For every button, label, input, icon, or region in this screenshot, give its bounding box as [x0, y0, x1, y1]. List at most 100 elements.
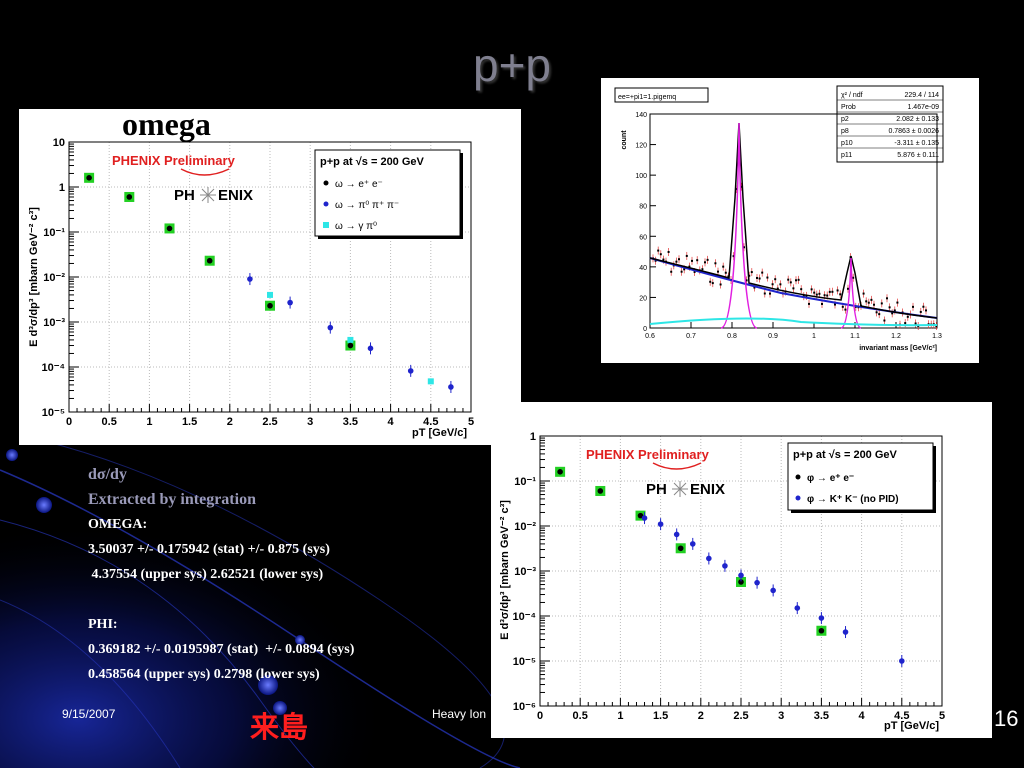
- omega-point-gpi: [427, 378, 434, 385]
- omega-xtick-label: 2: [227, 416, 233, 428]
- phi-point: [818, 615, 825, 621]
- phi-logo-right: ENIX: [690, 481, 725, 498]
- omega-point: [247, 276, 253, 282]
- fit-hist-point: [654, 259, 657, 262]
- omega-point-gpi: [347, 336, 354, 343]
- fit-hist-point: [717, 270, 719, 273]
- fit-ytick-label: 80: [639, 204, 647, 211]
- fit-xtick-label: 0.9: [768, 333, 778, 340]
- omega-xtick-label: 5: [468, 416, 474, 428]
- phi-xtick-label: 4: [859, 710, 866, 722]
- notes-dsigma-dy: dσ/dy: [88, 466, 127, 483]
- fit-ytick-label: 60: [639, 234, 647, 241]
- fit-ytick-label: 120: [635, 143, 647, 150]
- fit-stat-name: p2: [841, 116, 849, 123]
- fit-hist-point: [810, 288, 813, 291]
- fit-hist-point: [743, 246, 745, 249]
- fit-hist-point: [722, 265, 725, 268]
- omega-ytick-label: 10⁻²: [43, 272, 65, 284]
- fit-stat-name: p11: [841, 152, 852, 159]
- fit-hist-point: [797, 278, 800, 281]
- phi-point: [597, 488, 604, 494]
- phi-point: [754, 579, 760, 586]
- omega-xtick-label: 1: [146, 416, 152, 428]
- fit-hist-point: [925, 309, 927, 312]
- fit-hist-point: [776, 287, 779, 290]
- fit-hist-point: [779, 283, 782, 286]
- fit-hist-point: [831, 290, 834, 293]
- fit-hist-point: [919, 310, 922, 313]
- fit-hist-point: [836, 289, 839, 292]
- phi-point: [722, 563, 728, 569]
- fit-ytick-label: 140: [635, 112, 647, 119]
- fit-xtick-label: 1: [812, 333, 816, 340]
- fit-hist-point: [914, 322, 917, 325]
- omega-ytick-label: 1: [59, 182, 65, 194]
- fit-hist-point: [792, 287, 795, 290]
- fit-stat-value: 1.467e-09: [907, 104, 939, 111]
- fit-hist-point: [888, 306, 891, 309]
- fit-legend-tag: ee=+pi1=1.pigemq: [618, 94, 676, 101]
- omega-plot-panel: 0 0.5 1 1.5 2 2.5 3 3.5 4 4.5 5 10 1 10⁻¹ 10⁻² 10⁻³ 10⁻⁴…: [19, 109, 521, 445]
- phi-legend-ee: φ → e⁺ e⁻: [807, 473, 854, 484]
- phi-xlabel: pT [GeV/c]: [884, 720, 939, 732]
- omega-ylabel: E d³σ/dp³ [mbarn GeV⁻² c³]: [28, 207, 40, 347]
- fit-xtick-label: 1.1: [850, 333, 860, 340]
- fit-hist-point: [761, 271, 764, 274]
- phi-xtick-label: 5: [939, 710, 945, 722]
- fit-hist-point: [670, 270, 673, 273]
- fit-hist-point: [657, 249, 660, 252]
- fit-hist-point: [724, 271, 727, 274]
- phi-point: [677, 545, 684, 552]
- phi-legend-title: p+p at √s = 200 GeV: [793, 449, 898, 461]
- fit-hist-point: [758, 277, 761, 280]
- fit-hist-point: [763, 292, 766, 295]
- omega-point: [448, 384, 454, 390]
- phi-xtick-label: 1: [617, 710, 623, 722]
- fit-hist-point: [823, 294, 826, 297]
- omega-legend-marker-ee: [323, 180, 329, 186]
- phenix-star-icon: [672, 481, 688, 497]
- fit-omega-peak: [720, 122, 758, 329]
- fit-xtick-label: 0.6: [645, 333, 655, 340]
- phi-ytick-label: 10⁻¹: [514, 476, 536, 488]
- omega-point: [206, 257, 213, 264]
- omega-xtick-label: 0.5: [102, 416, 117, 428]
- fit-xlabel: invariant mass [GeV/c²]: [859, 345, 937, 352]
- phi-point: [641, 515, 648, 521]
- phi-point: [794, 605, 801, 611]
- fit-hist-point: [787, 278, 790, 281]
- fit-hist-point: [922, 305, 925, 308]
- phi-xtick-label: 2.5: [733, 710, 748, 722]
- fit-hist-point: [680, 270, 683, 273]
- fit-hist-point: [906, 315, 909, 318]
- fit-hist-point: [893, 309, 896, 312]
- phi-plot-panel: 0 0.5 1 1.5 2 2.5 3 3.5 4 4.5 5 1 10⁻¹ 10⁻² 10⁻³ 10⁻⁴ 10…: [491, 402, 992, 738]
- fit-stat-value: 2.082 ± 0.133: [896, 116, 939, 123]
- fit-stat-name: p10: [841, 140, 853, 147]
- omega-logo-left: PH: [174, 187, 195, 204]
- phi-ytick-label: 10⁻³: [514, 566, 536, 578]
- phi-xtick-label: 0.5: [573, 710, 588, 722]
- fit-hist-point: [753, 286, 756, 289]
- fit-hist-point: [693, 270, 696, 273]
- fit-hist-point: [870, 298, 873, 301]
- fit-total-curve: [649, 122, 938, 319]
- fit-hist-point: [795, 279, 797, 282]
- omega-xtick-label: 4.5: [423, 416, 438, 428]
- fit-hist-point: [808, 302, 810, 305]
- omega-xtick-label: 2.5: [262, 416, 277, 428]
- fit-hist-point: [701, 268, 704, 271]
- omega-point: [86, 175, 92, 181]
- fit-ytick-label: 100: [635, 173, 647, 180]
- phi-legend-kk: φ → K⁺ K⁻ (no PID): [807, 494, 899, 505]
- fit-hist-point: [883, 319, 886, 322]
- fit-hist-point: [683, 268, 686, 271]
- fit-hist-point: [766, 276, 769, 279]
- fit-hist-point: [750, 271, 753, 274]
- fit-hist-point: [789, 281, 792, 284]
- fit-stat-name: p8: [841, 128, 849, 135]
- fit-hist-point: [696, 259, 699, 262]
- phi-spectrum-chart: 0 0.5 1 1.5 2 2.5 3 3.5 4 4.5 5 1 10⁻¹ 10⁻² 10⁻³ 10⁻⁴ 10…: [499, 431, 945, 732]
- fit-hist-point: [818, 292, 821, 295]
